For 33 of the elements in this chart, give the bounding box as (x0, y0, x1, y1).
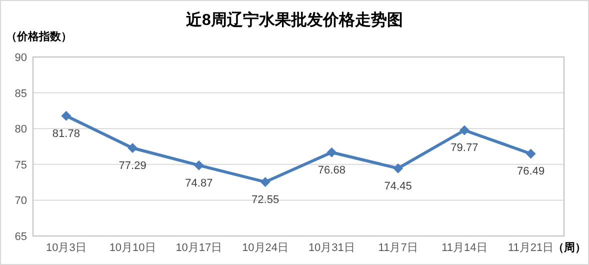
chart-title: 近8周辽宁水果批发价格走势图 (185, 10, 403, 29)
data-label: 74.87 (185, 177, 213, 190)
x-tick-label: 10月17日 (176, 242, 222, 254)
x-tick-label: 11月14日 (442, 242, 488, 254)
data-label: 74.45 (384, 180, 412, 192)
point (526, 148, 536, 159)
x-tick-label: 11月21日 (508, 242, 554, 254)
data-label: 79.77 (450, 142, 478, 154)
y-tick-label: 80 (14, 124, 27, 136)
point (260, 176, 270, 187)
x-tick-label: 10月31日 (308, 242, 355, 254)
y-tick-label: 70 (14, 195, 27, 208)
point (194, 160, 204, 170)
x-tick-label: 10月3日 (46, 242, 86, 254)
point (459, 125, 470, 136)
y-tick-label: 75 (14, 159, 27, 172)
data-label: 76.49 (517, 166, 545, 178)
point (61, 110, 72, 121)
data-label: 77.29 (118, 160, 146, 172)
point (393, 163, 404, 174)
x-tick-label: 10月10日 (109, 242, 156, 254)
x-tick-label: 10月24日 (242, 242, 289, 254)
y-tick-label: 85 (14, 88, 27, 100)
y-tick-label: 90 (14, 52, 27, 64)
data-label: 72.55 (252, 194, 280, 206)
data-label: 76.68 (318, 164, 346, 176)
x-axis-title: （周） (553, 242, 586, 254)
y-axis-title: （价格指数） (6, 30, 72, 43)
data-label: 81.78 (52, 128, 80, 140)
x-tick-label: 11月7日 (378, 242, 418, 254)
point (128, 143, 138, 154)
y-tick-label: 65 (14, 231, 27, 243)
point (326, 147, 337, 158)
